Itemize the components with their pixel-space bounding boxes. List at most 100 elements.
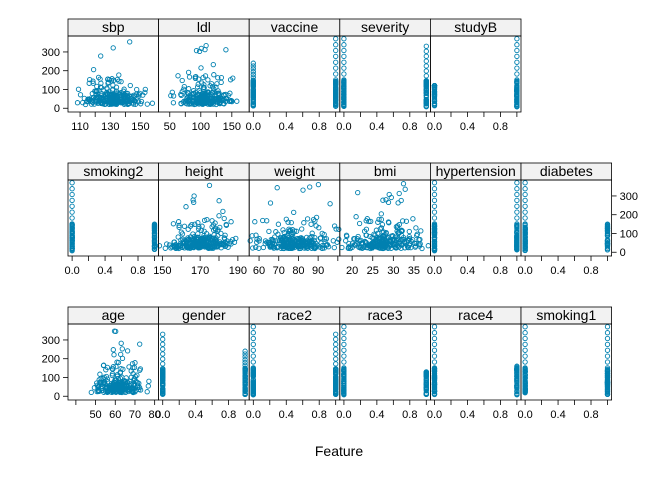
point-race4-1 — [431, 330, 438, 336]
point-weight-174 — [307, 184, 313, 190]
point-bmi-209 — [371, 231, 377, 237]
x-tick-label-severity-4: 0.8 — [402, 121, 417, 133]
strip-label-smoking1: smoking1 — [536, 307, 596, 323]
point-ldl-219 — [214, 81, 220, 87]
point-height-159 — [229, 236, 236, 243]
point-smoking1-129 — [604, 380, 611, 386]
plot-frame-hypertension — [429, 179, 522, 257]
point-height-236 — [179, 231, 186, 237]
point-age-95 — [109, 366, 115, 372]
x-tick-label-height-2: 170 — [191, 265, 209, 277]
point-weight-209 — [316, 225, 322, 231]
point-vaccine-139 — [333, 87, 339, 93]
point-race2-68 — [250, 385, 256, 391]
point-hypertension-64 — [431, 243, 438, 249]
point-height-22 — [175, 234, 181, 240]
point-weight-254 — [312, 243, 318, 249]
point-smoking2-110 — [151, 227, 158, 233]
point-bmi-119 — [378, 216, 385, 223]
point-hypertension-6 — [431, 215, 438, 221]
point-bmi-179 — [347, 245, 353, 252]
panel-vaccine: vaccine 0.0 0.4 0.8 — [246, 18, 341, 133]
point-ldl-256 — [208, 95, 215, 101]
point-age-216 — [137, 387, 144, 393]
point-smoking2-0 — [69, 180, 75, 186]
point-bmi-8 — [400, 181, 407, 187]
point-weight-249 — [291, 237, 297, 243]
point-weight-241 — [279, 238, 285, 244]
point-race2-138 — [333, 383, 339, 389]
point-height-233 — [216, 198, 222, 204]
x-tick-label-diabetes-0: 0.0 — [517, 265, 532, 277]
points-studyB — [431, 36, 520, 110]
point-severity-70 — [423, 43, 429, 49]
point-height-250 — [190, 241, 196, 247]
point-severity-75 — [423, 68, 429, 74]
x-tick-label-vaccine-4: 0.8 — [312, 121, 327, 133]
point-smoking2-68 — [69, 230, 75, 236]
point-ldl-259 — [184, 98, 190, 104]
point-vaccine-135 — [333, 82, 339, 88]
point-bmi-253 — [351, 236, 357, 242]
strip-label-race4: race4 — [458, 307, 493, 323]
point-vaccine-72 — [333, 47, 339, 54]
strip-label-gender: gender — [182, 307, 226, 323]
point-height-200 — [162, 245, 168, 251]
point-age-240 — [101, 362, 107, 368]
point-race4-106 — [514, 376, 520, 382]
point-age-134 — [131, 364, 138, 371]
point-vaccine-67 — [250, 91, 256, 97]
point-smoking1-139 — [604, 381, 611, 388]
point-race2-1 — [250, 330, 256, 336]
point-ldl-176 — [202, 46, 208, 53]
point-sbp-233 — [105, 91, 111, 97]
y-tick-label-row2-1: 100 — [42, 372, 60, 384]
point-weight-243 — [285, 219, 291, 225]
point-hypertension-72 — [514, 191, 520, 198]
point-race3-61 — [341, 371, 347, 377]
points-race2 — [250, 324, 339, 398]
point-height-226 — [195, 231, 201, 237]
point-smoking1-59 — [522, 367, 528, 373]
point-ldl-249 — [185, 90, 192, 96]
point-severity-0 — [341, 36, 347, 42]
point-vaccine-75 — [333, 65, 339, 71]
point-weight-181 — [280, 227, 286, 233]
point-hypertension-130 — [514, 222, 520, 228]
point-bmi-112 — [343, 232, 350, 238]
point-ldl-164 — [194, 84, 201, 90]
point-weight-203 — [290, 244, 296, 250]
x-tick-label-gender-0: 0.0 — [155, 409, 170, 421]
point-weight-142 — [333, 226, 339, 232]
point-bmi-249 — [391, 243, 398, 249]
point-weight-201 — [247, 238, 253, 244]
point-race2-63 — [250, 380, 256, 386]
point-sbp-222 — [113, 84, 120, 90]
point-smoking1-69 — [522, 386, 528, 392]
point-age-29 — [119, 346, 125, 352]
point-height-203 — [220, 208, 226, 215]
point-sbp-248 — [138, 98, 145, 105]
panel-smoking2: smoking2 0.0 0.4 0.8 — [64, 162, 159, 277]
x-tick-label-age-2: 60 — [109, 409, 121, 421]
point-ldl-244 — [201, 85, 207, 91]
strip-label-height: height — [185, 163, 223, 179]
plot-frame-race4 — [429, 323, 522, 401]
point-hypertension-75 — [514, 209, 520, 215]
point-race4-69 — [431, 381, 438, 388]
point-hypertension-4 — [431, 203, 438, 209]
point-weight-172 — [275, 231, 281, 237]
strip-label-vaccine: vaccine — [271, 19, 319, 35]
point-hypertension-74 — [514, 203, 520, 209]
x-tick-label-weight-2: 80 — [292, 265, 304, 277]
point-weight-214 — [321, 231, 327, 238]
point-ldl-217 — [193, 47, 200, 54]
point-race4-3 — [431, 341, 438, 348]
point-bmi-257 — [376, 239, 383, 245]
point-race4-112 — [514, 367, 520, 373]
y-tick-label-row2-2: 200 — [42, 354, 60, 366]
point-ldl-25 — [186, 74, 193, 80]
point-height-252 — [186, 236, 192, 242]
x-tick-label-gender-2: 0.4 — [188, 409, 203, 421]
point-race4-4 — [431, 347, 438, 353]
